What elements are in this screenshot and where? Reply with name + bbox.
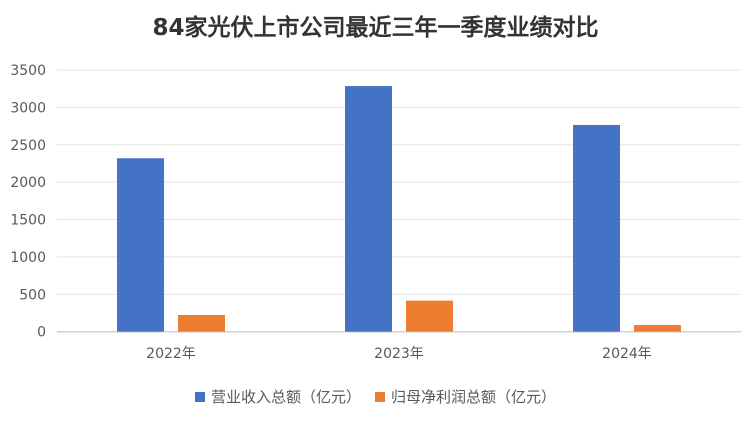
bar-net-profit	[178, 315, 225, 332]
y-tick-label: 3000	[10, 100, 46, 116]
bar-chart: 0 500 1000 1500 2000 2500 3000 3500 2022年 2023年 20…	[10, 63, 741, 362]
y-tick-label: 1000	[10, 250, 46, 266]
bar-net-profit	[406, 300, 453, 332]
legend-item: 营业收入总额（亿元）	[194, 386, 361, 407]
legend-label: 归母净利润总额（亿元）	[391, 388, 557, 406]
bar-revenue	[573, 124, 620, 332]
y-tick-label: 2000	[10, 175, 46, 191]
x-tick-label: 2023年	[374, 346, 424, 362]
legend-swatch	[375, 391, 385, 402]
y-tick-label: 0	[37, 325, 46, 341]
y-tick-label: 3500	[10, 63, 46, 79]
bar-revenue	[117, 158, 164, 332]
y-tick-label: 500	[19, 287, 46, 303]
legend-swatch	[194, 391, 205, 402]
x-tick-label: 2022年	[146, 346, 196, 362]
bar-revenue	[345, 86, 392, 332]
legend-label: 营业收入总额（亿元）	[210, 388, 361, 406]
y-tick-label: 2500	[10, 138, 46, 154]
chart-title: 84家光伏上市公司最近三年一季度业绩对比	[152, 15, 599, 41]
x-tick-label: 2024年	[602, 346, 652, 362]
legend: 营业收入总额（亿元） 归母净利润总额（亿元）	[0, 386, 751, 407]
y-tick-label: 1500	[10, 213, 46, 229]
bar-net-profit	[634, 325, 681, 332]
legend-item: 归母净利润总额（亿元）	[375, 386, 556, 407]
